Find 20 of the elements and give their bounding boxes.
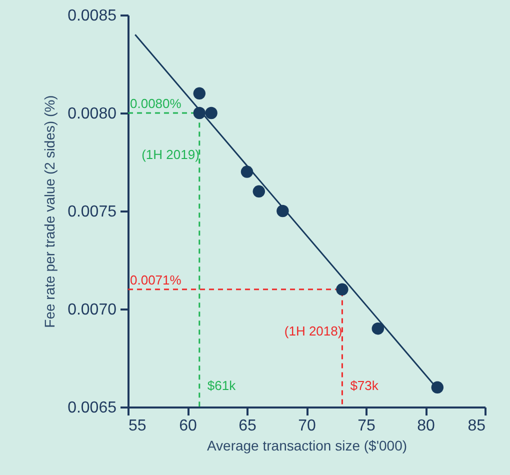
y-tick-label: 0.0065 xyxy=(68,400,117,416)
x-tick-label: 70 xyxy=(298,418,316,434)
y-tick-label: 0.0070 xyxy=(68,302,117,318)
x-tick-label: 55 xyxy=(128,418,146,434)
annotation: 0.0080% xyxy=(130,96,182,111)
annotation: 0.0071% xyxy=(130,272,182,288)
x-tick-label: 65 xyxy=(238,418,256,434)
y-tick-label: 0.0075 xyxy=(68,204,117,220)
annotation: $73k xyxy=(350,378,379,393)
x-tick-label: 60 xyxy=(179,418,197,434)
y-tick-label: 0.0080 xyxy=(68,106,117,122)
annotation: $61k xyxy=(207,378,236,393)
x-tick-label: 75 xyxy=(358,418,376,434)
x-tick-label: 80 xyxy=(417,418,435,434)
y-tick-label: 0.0085 xyxy=(68,8,117,24)
x-axis-title: Average transaction size ($'000) xyxy=(206,438,408,454)
x-tick-label: 85 xyxy=(468,418,486,434)
y-axis-title: Fee rate per trade value (2 sides) (%) xyxy=(42,95,58,328)
annotation: (1H 2019) xyxy=(142,147,200,162)
annotation: (1H 2018) xyxy=(284,323,342,338)
